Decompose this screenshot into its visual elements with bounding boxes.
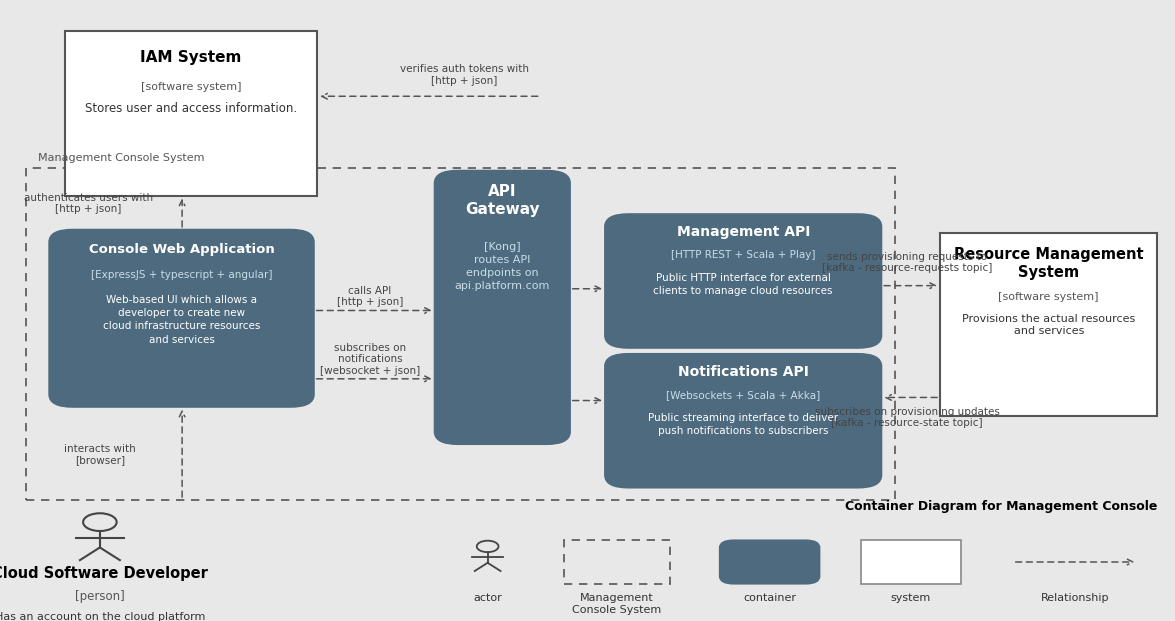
Bar xyxy=(940,233,1157,416)
FancyBboxPatch shape xyxy=(49,230,314,407)
Text: [person]: [person] xyxy=(75,590,125,603)
FancyBboxPatch shape xyxy=(605,354,881,487)
Text: sends provisioning requests to
[kafka - resource-requests topic]: sends provisioning requests to [kafka - … xyxy=(822,252,992,273)
Text: system: system xyxy=(891,593,931,603)
Text: interacts with
[browser]: interacts with [browser] xyxy=(63,444,136,465)
Text: verifies auth tokens with
[http + json]: verifies auth tokens with [http + json] xyxy=(400,64,529,86)
Bar xyxy=(564,540,670,584)
Bar xyxy=(860,540,961,584)
Text: Stores user and access information.: Stores user and access information. xyxy=(85,102,297,116)
Text: actor: actor xyxy=(474,593,502,603)
Text: Notifications API: Notifications API xyxy=(678,365,808,379)
Text: Public streaming interface to deliver
push notifications to subscribers: Public streaming interface to deliver pu… xyxy=(649,413,838,436)
Bar xyxy=(65,31,317,196)
Text: [HTTP REST + Scala + Play]: [HTTP REST + Scala + Play] xyxy=(671,250,815,260)
Text: calls API
[http + json]: calls API [http + json] xyxy=(337,286,403,307)
Text: Management
Console System: Management Console System xyxy=(572,593,662,615)
Text: API
Gateway: API Gateway xyxy=(465,184,539,217)
Text: Cloud Software Developer: Cloud Software Developer xyxy=(0,566,208,581)
Text: Container Diagram for Management Console: Container Diagram for Management Console xyxy=(845,500,1157,513)
Text: Public HTTP interface for external
clients to manage cloud resources: Public HTTP interface for external clien… xyxy=(653,273,833,296)
FancyBboxPatch shape xyxy=(435,171,570,444)
Text: [software system]: [software system] xyxy=(141,82,241,92)
Text: container: container xyxy=(743,593,797,603)
Text: Web-based UI which allows a
developer to create new
cloud infrastructure resourc: Web-based UI which allows a developer to… xyxy=(103,295,260,345)
FancyBboxPatch shape xyxy=(605,214,881,348)
Text: authenticates users with
[http + json]: authenticates users with [http + json] xyxy=(24,193,153,214)
Text: Has an account on the cloud platform
to manage the infrastructure and services: Has an account on the cloud platform to … xyxy=(0,612,217,621)
Text: [Websockets + Scala + Akka]: [Websockets + Scala + Akka] xyxy=(666,390,820,400)
Text: Management API: Management API xyxy=(677,225,810,240)
Text: Console Web Application: Console Web Application xyxy=(88,243,275,256)
FancyBboxPatch shape xyxy=(719,540,820,584)
Text: subscribes on
notifications
[websocket + json]: subscribes on notifications [websocket +… xyxy=(320,343,421,376)
Text: Provisions the actual resources
and services: Provisions the actual resources and serv… xyxy=(962,314,1135,336)
Bar xyxy=(26,168,895,500)
Text: [software system]: [software system] xyxy=(999,292,1099,302)
Text: Management Console System: Management Console System xyxy=(38,153,204,163)
Text: IAM System: IAM System xyxy=(140,50,242,65)
Text: [ExpressJS + typescript + angular]: [ExpressJS + typescript + angular] xyxy=(90,270,273,280)
Text: Resource Management
System: Resource Management System xyxy=(954,247,1143,279)
Text: [Kong]
routes API
endpoints on
api.platform.com: [Kong] routes API endpoints on api.platf… xyxy=(455,242,550,291)
Text: Relationship: Relationship xyxy=(1041,593,1109,603)
Text: subscribes on provisioning updates
[kafka - resource-state topic]: subscribes on provisioning updates [kafk… xyxy=(814,407,1000,428)
